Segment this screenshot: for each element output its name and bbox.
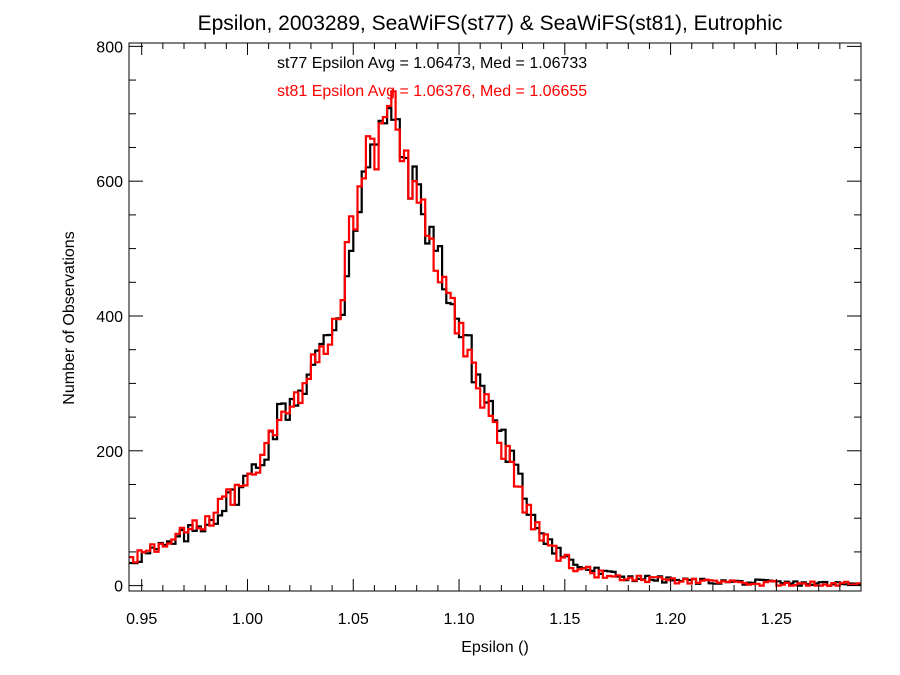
x-tick-label: 1.20 bbox=[655, 611, 686, 628]
x-tick-label: 1.15 bbox=[549, 611, 580, 628]
y-axis-label: Number of Observations bbox=[61, 231, 78, 404]
y-tick-label: 800 bbox=[96, 39, 123, 56]
y-tick-label: 200 bbox=[96, 444, 123, 461]
x-tick-label: 1.25 bbox=[761, 611, 792, 628]
y-tick-label: 0 bbox=[114, 579, 123, 596]
annotation-st77: st77 Epsilon Avg = 1.06473, Med = 1.0673… bbox=[277, 55, 587, 72]
series-layer bbox=[129, 90, 861, 587]
plot-frame bbox=[128, 42, 862, 592]
x-tick-label: 1.10 bbox=[443, 611, 474, 628]
x-tick-label: 1.05 bbox=[338, 611, 369, 628]
tick-labels: 0.95 1.00 1.05 1.10 1.15 1.20 1.25 0 200 400 600 80… bbox=[96, 39, 792, 628]
x-tick-label: 1.00 bbox=[232, 611, 263, 628]
chart-title: Epsilon, 2003289, SeaWiFS(st77) & SeaWiF… bbox=[198, 12, 783, 35]
histogram-series-1 bbox=[129, 90, 861, 587]
x-tick-label: 0.95 bbox=[126, 611, 157, 628]
y-tick-label: 600 bbox=[96, 174, 123, 191]
y-tick-label: 400 bbox=[96, 309, 123, 326]
histogram-series-0 bbox=[129, 107, 861, 587]
annotation-st81: st81 Epsilon Avg = 1.06376, Med = 1.0665… bbox=[277, 83, 587, 100]
ticks-layer bbox=[129, 43, 862, 591]
x-axis-label: Epsilon () bbox=[461, 639, 529, 656]
